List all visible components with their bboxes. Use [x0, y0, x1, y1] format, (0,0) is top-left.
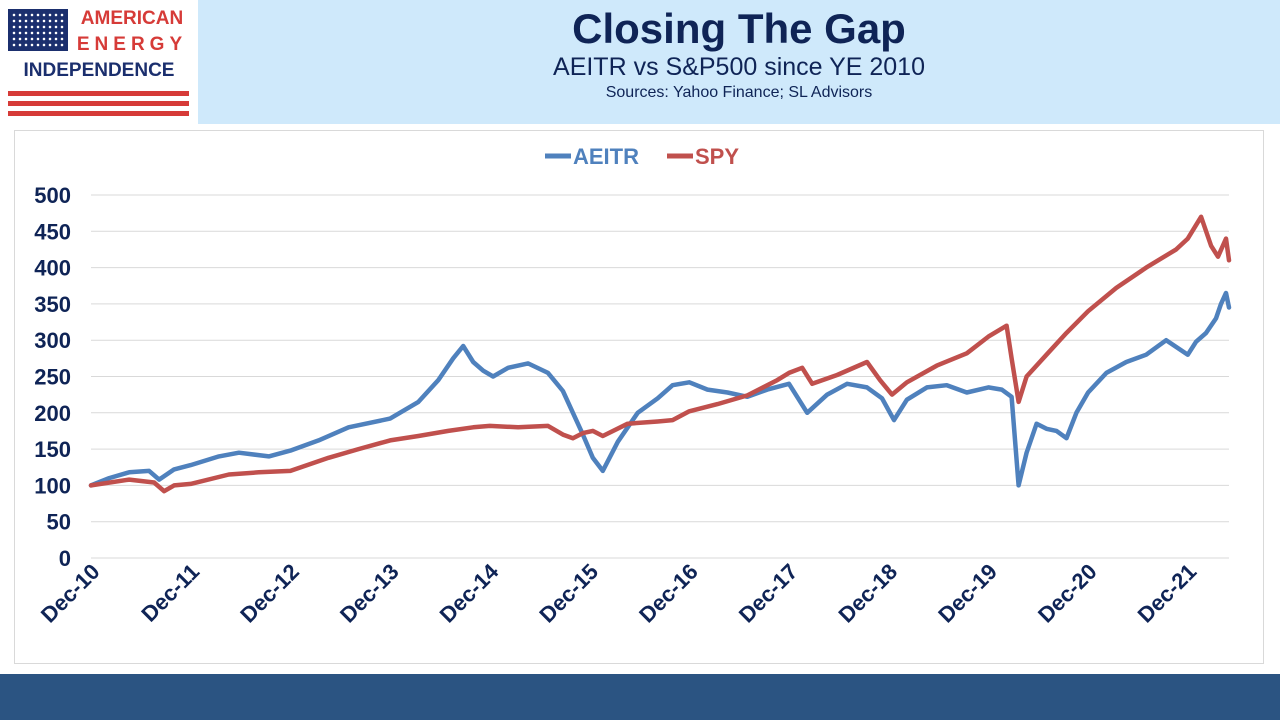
y-tick-label: 500 [34, 183, 71, 208]
logo-stripe [8, 91, 189, 96]
y-tick-label: 150 [34, 437, 71, 462]
x-tick-label: Dec-19 [933, 559, 1002, 628]
y-tick-label: 300 [34, 328, 71, 353]
logo-stripe [8, 101, 189, 106]
page-subtitle: AEITR vs S&P500 since YE 2010 [553, 53, 925, 81]
page-title: Closing The Gap [572, 5, 906, 52]
header-banner: AMERICAN ENERGY INDEPENDENCE Closing The… [0, 0, 1280, 124]
x-tick-label: Dec-16 [634, 559, 703, 628]
x-tick-label: Dec-20 [1033, 559, 1102, 628]
y-tick-label: 450 [34, 219, 71, 244]
x-tick-label: Dec-14 [435, 558, 504, 627]
logo-line-2: ENERGY [76, 34, 188, 55]
logo-stripe [8, 111, 189, 116]
y-tick-label: 250 [34, 365, 71, 390]
x-tick-label: Dec-15 [534, 559, 603, 628]
chart-frame: 0 50 100 150 200 250 300 350 400 450 500 Dec-10 Dec… [14, 130, 1264, 664]
logo-line-3: INDEPENDENCE [23, 60, 175, 81]
y-tick-label: 200 [34, 401, 71, 426]
series-line-aeitr [88, 290, 1232, 488]
x-tick-label: Dec-11 [136, 559, 204, 627]
x-tick-label: Dec-18 [834, 559, 903, 628]
legend-label-aeitr: AEITR [573, 144, 639, 169]
y-tick-label: 350 [34, 292, 71, 317]
chart-legend: AEITR SPY [545, 144, 739, 169]
flag-icon [8, 9, 68, 51]
x-tick-label: Dec-21 [1133, 559, 1202, 628]
x-tick-label: Dec-13 [335, 559, 404, 628]
x-tick-label: Dec-17 [734, 559, 803, 628]
x-tick-label: Dec-12 [235, 559, 304, 628]
company-logo: AMERICAN ENERGY INDEPENDENCE [0, 0, 198, 124]
y-tick-label: 0 [59, 546, 71, 571]
series-line-spy [88, 214, 1232, 494]
footer-bar [0, 674, 1280, 720]
y-tick-label: 100 [34, 473, 71, 498]
sources-note: Sources: Yahoo Finance; SL Advisors [605, 84, 873, 101]
legend-label-spy: SPY [695, 144, 739, 169]
logo-line-1: AMERICAN [80, 8, 184, 29]
y-tick-label: 400 [34, 256, 71, 281]
y-tick-label: 50 [47, 510, 71, 535]
